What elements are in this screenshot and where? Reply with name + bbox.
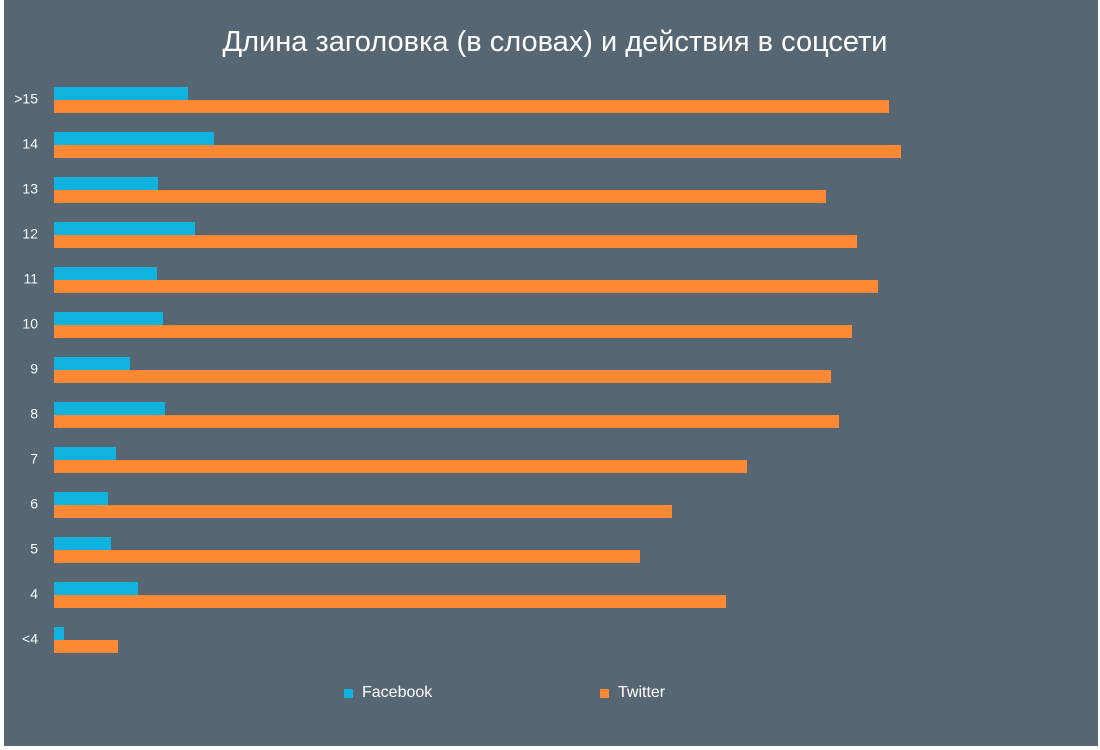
bar-twitter-11 bbox=[54, 280, 878, 293]
tick-label-8: 8 bbox=[30, 406, 38, 422]
bar-twitter-lt4 bbox=[54, 640, 118, 653]
bar-twitter-9 bbox=[54, 370, 831, 383]
tick-label-6: 6 bbox=[30, 496, 38, 512]
bar-facebook-5 bbox=[54, 537, 111, 550]
bar-facebook-12 bbox=[54, 222, 195, 235]
bar-facebook-lt4 bbox=[54, 627, 64, 640]
bars-group bbox=[54, 87, 901, 653]
bar-facebook-9 bbox=[54, 357, 130, 370]
legend-item-facebook: Facebook bbox=[344, 684, 432, 702]
tick-label-4: 4 bbox=[30, 586, 38, 602]
legend-swatch-facebook bbox=[344, 688, 353, 698]
tick-label-lt4: <4 bbox=[22, 631, 38, 647]
bar-twitter-12 bbox=[54, 235, 857, 248]
tick-label-10: 10 bbox=[22, 316, 38, 332]
tick-label-14: 14 bbox=[22, 136, 38, 152]
tick-label-7: 7 bbox=[30, 451, 38, 467]
bar-facebook-gt15 bbox=[54, 87, 188, 100]
bar-facebook-4 bbox=[54, 582, 138, 595]
legend: Facebook Twitter bbox=[0, 684, 1100, 704]
chart-title: Длина заголовка (в словах) и действия в … bbox=[222, 26, 888, 58]
bar-facebook-13 bbox=[54, 177, 158, 190]
bar-twitter-10 bbox=[54, 325, 852, 338]
bar-twitter-13 bbox=[54, 190, 826, 203]
bar-twitter-8 bbox=[54, 415, 839, 428]
bar-facebook-6 bbox=[54, 492, 108, 505]
bar-facebook-8 bbox=[54, 402, 165, 415]
bar-twitter-14 bbox=[54, 145, 901, 158]
legend-label-facebook: Facebook bbox=[362, 684, 433, 701]
legend-item-twitter: Twitter bbox=[600, 684, 665, 702]
tick-label-9: 9 bbox=[30, 361, 38, 377]
tick-label-gt15: >15 bbox=[14, 91, 38, 107]
bar-facebook-11 bbox=[54, 267, 157, 280]
tick-label-5: 5 bbox=[30, 541, 38, 557]
bar-twitter-5 bbox=[54, 550, 640, 563]
bar-twitter-6 bbox=[54, 505, 672, 518]
legend-swatch-twitter bbox=[600, 688, 609, 698]
category-ticks-group: >15 14 13 12 11 10 9 8 7 6 5 4 <4 bbox=[14, 91, 38, 647]
bar-facebook-7 bbox=[54, 447, 116, 460]
legend-label-twitter: Twitter bbox=[618, 684, 666, 701]
tick-label-12: 12 bbox=[22, 226, 38, 242]
bar-facebook-14 bbox=[54, 132, 214, 145]
bar-twitter-gt15 bbox=[54, 100, 889, 113]
tick-label-11: 11 bbox=[23, 271, 38, 287]
bar-twitter-4 bbox=[54, 595, 726, 608]
tick-label-13: 13 bbox=[22, 181, 38, 197]
bar-facebook-10 bbox=[54, 312, 163, 325]
bar-twitter-7 bbox=[54, 460, 747, 473]
